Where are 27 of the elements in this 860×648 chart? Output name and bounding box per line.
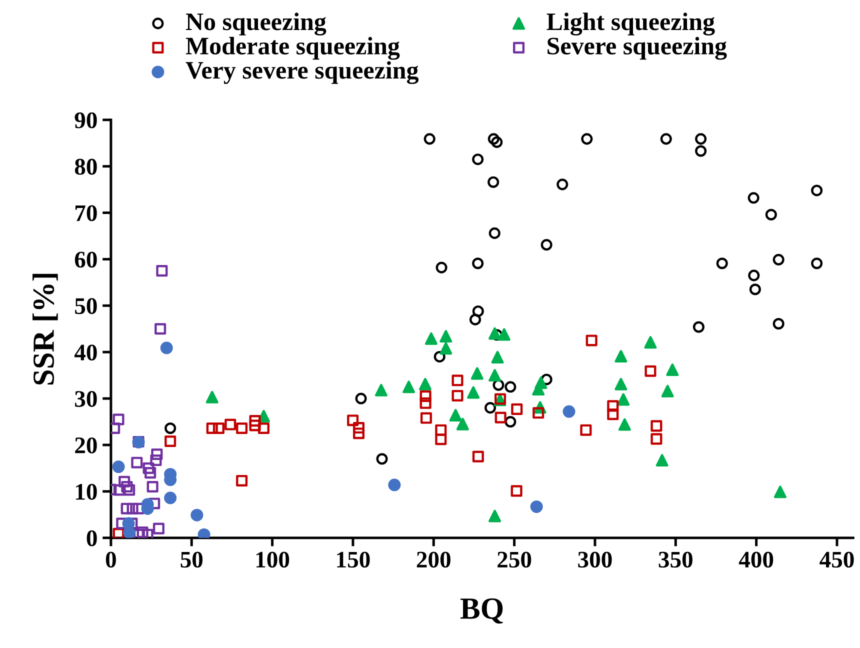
x-tick-label: 350 [658,552,692,568]
y-tick-label: 70 [75,205,97,222]
y-tick-label: 30 [75,391,97,407]
legend-label: Light squeezing [546,12,715,36]
x-tick-label: 150 [337,552,370,568]
y-axis-title: SSR [%] [32,274,58,385]
legend-label: Moderate squeezing [186,36,400,60]
y-tick-label: 90 [74,112,97,128]
y-tick-label: 40 [74,344,97,361]
y-tick-label: 20 [75,437,97,454]
x-tick-label: 50 [180,552,203,568]
y-tick-label: 60 [74,252,97,268]
x-tick-label: 450 [820,552,854,568]
y-tick-label: 50 [75,298,97,314]
x-tick-label: 0 [106,552,116,568]
x-tick-label: 100 [256,552,290,568]
y-tick-label: 10 [76,484,97,500]
x-tick-label: 200 [416,552,450,568]
x-tick-label: 300 [578,552,612,568]
y-tick-label: 80 [74,158,97,175]
x-axis-title: BQ [460,598,503,624]
legend-label: Severe squeezing [548,36,727,60]
x-tick-label: 400 [738,552,774,568]
x-tick-label: 250 [498,552,532,568]
legend-label: No squeezing [186,12,326,36]
legend-label: Very severe squeezing [186,61,419,84]
y-tick-label: 0 [86,530,97,546]
